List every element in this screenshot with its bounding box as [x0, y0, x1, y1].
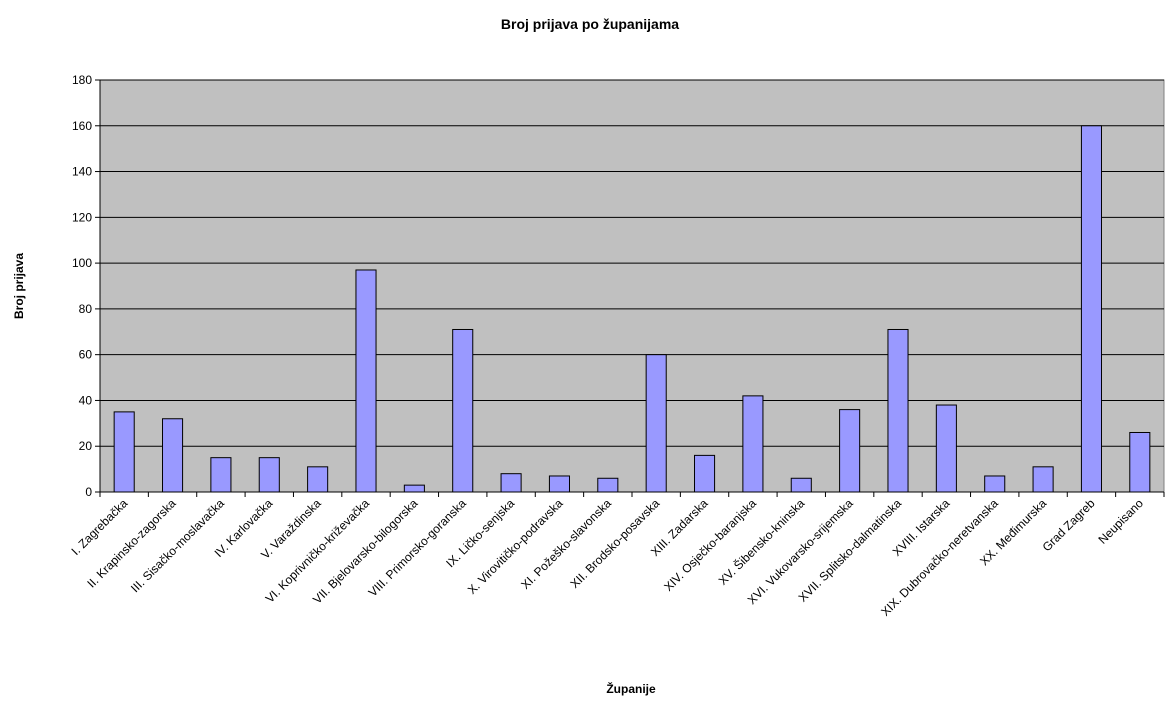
- bar: [984, 475, 1006, 493]
- bar: [887, 328, 909, 493]
- x-tick-label: XIV. Osječko-baranjska: [661, 496, 759, 594]
- bar: [597, 477, 619, 493]
- bar: [355, 269, 377, 493]
- x-tick-label: II. Krapinsko-zagorska: [84, 496, 179, 591]
- y-tick-label: 160: [72, 119, 92, 133]
- y-tick-labels: 0 20 40 60 80 100 120 140 160 180: [72, 73, 92, 499]
- bar: [1032, 466, 1054, 493]
- x-tick-label: III. Sisačko-moslavačka: [128, 496, 227, 595]
- bar: [645, 354, 667, 493]
- chart-title: Broj prijava po županijama: [501, 16, 679, 32]
- bar: [500, 473, 522, 493]
- bar: [742, 395, 764, 493]
- x-tick-label: XVII. Splitsko-dalmatinska: [796, 496, 905, 605]
- bar: [935, 404, 957, 493]
- bar: [452, 328, 474, 493]
- bar: [113, 411, 135, 493]
- x-tick-label: XII. Brodsko-posavska: [568, 496, 663, 591]
- bars: [113, 125, 1151, 493]
- bar: [258, 457, 280, 493]
- y-tick-label: 60: [79, 348, 93, 362]
- gridlines: [100, 79, 1164, 447]
- y-tick-label: 0: [85, 485, 92, 499]
- bar: [307, 466, 329, 493]
- x-tick-label: Grad Zagreb: [1040, 496, 1098, 554]
- x-axis-title: Županije: [606, 681, 656, 696]
- y-tick-label: 100: [72, 256, 92, 270]
- bar: [1080, 125, 1102, 493]
- x-tick-label: XI. Požeško-slavonska: [518, 496, 614, 592]
- x-tick-label: VIII. Primorsko-goranska: [366, 496, 469, 599]
- y-tick-label: 180: [72, 73, 92, 87]
- y-tick-label: 120: [72, 210, 92, 224]
- bar: [162, 418, 184, 493]
- bar: [839, 409, 861, 493]
- y-tick-label: 20: [79, 439, 93, 453]
- bar: [548, 475, 570, 493]
- bar: [790, 477, 812, 493]
- bar: [694, 454, 716, 493]
- y-tick-label: 80: [79, 302, 93, 316]
- plot-area: [99, 79, 1165, 493]
- axes: [95, 79, 1165, 497]
- y-tick-label: 140: [72, 165, 92, 179]
- bar: [1129, 431, 1151, 493]
- y-axis-title: Broj prijava: [12, 253, 26, 319]
- x-tick-label: XV. Šibensko-kninska: [715, 495, 808, 588]
- x-tick-label: X. Virovitičko-podravska: [465, 496, 566, 597]
- bar: [210, 457, 232, 493]
- x-tick-label: Neupisano: [1095, 496, 1146, 547]
- bar: [403, 484, 425, 493]
- y-tick-label: 40: [79, 393, 93, 407]
